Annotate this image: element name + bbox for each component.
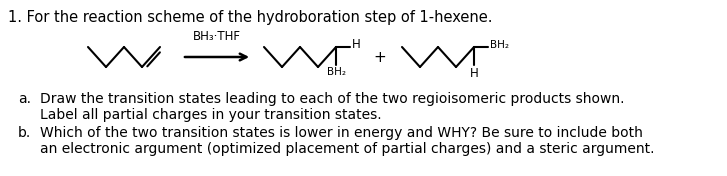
Text: BH₂: BH₂	[326, 67, 345, 77]
Text: BH₂: BH₂	[490, 40, 509, 50]
Text: H: H	[470, 67, 478, 80]
Text: +: +	[374, 49, 386, 64]
Text: H: H	[352, 39, 361, 52]
Text: b.: b.	[18, 126, 31, 140]
Text: Draw the transition states leading to each of the two regioisomeric products sho: Draw the transition states leading to ea…	[40, 92, 624, 106]
Text: a.: a.	[18, 92, 31, 106]
Text: Label all partial charges in your transition states.: Label all partial charges in your transi…	[40, 108, 382, 122]
Text: an electronic argument (optimized placement of partial charges) and a steric arg: an electronic argument (optimized placem…	[40, 142, 654, 156]
Text: 1. For the reaction scheme of the hydroboration step of 1-hexene.: 1. For the reaction scheme of the hydrob…	[8, 10, 492, 25]
Text: Which of the two transition states is lower in energy and WHY? Be sure to includ: Which of the two transition states is lo…	[40, 126, 643, 140]
Text: BH₃·THF: BH₃·THF	[193, 30, 241, 43]
